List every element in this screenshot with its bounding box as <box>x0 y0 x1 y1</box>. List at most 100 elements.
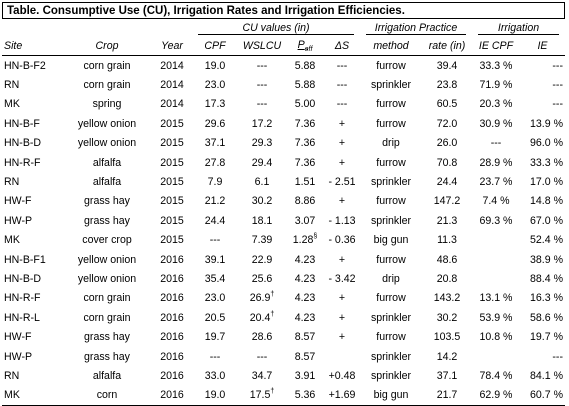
cell-rate: 39.4 <box>436 59 458 72</box>
cell-site: HN-B-D <box>4 272 42 285</box>
table-row: HN-B-F2 corn grain 2014 19.0 --- 5.88 --- furro… <box>2 56 565 76</box>
cell-ie-cpf: 33.3 % <box>479 59 513 72</box>
cell-peff: 7.36 <box>294 156 316 169</box>
cell-site: HW-F <box>4 331 32 344</box>
cell-year: 2016 <box>160 331 184 344</box>
col-header-method: method <box>360 37 422 56</box>
table-caption: Table. Consumptive Use (CU), Irrigation … <box>2 2 565 18</box>
cell-ds: - 3.42 <box>328 272 356 285</box>
cell-crop: yellow onion <box>77 117 137 130</box>
col-header-cpf: CPF <box>192 37 238 56</box>
cell-site: HN-R-F <box>4 156 41 169</box>
cell-rate: 48.6 <box>436 253 458 266</box>
cell-wslcu: 29.4 <box>251 156 273 169</box>
cell-ds: + <box>338 292 346 305</box>
cell-ie-cpf: 53.9 % <box>479 311 513 324</box>
cell-cpf: 35.4 <box>204 272 226 285</box>
cell-crop: corn grain <box>83 59 131 72</box>
col-header-ie: IE <box>520 37 565 56</box>
cell-method: drip <box>382 137 400 150</box>
cell-rate: 21.7 <box>436 389 458 402</box>
cell-peff: 7.36 <box>294 117 316 130</box>
group-irrigation-practice: Irrigation Practice <box>360 19 472 38</box>
cell-crop: cover crop <box>82 234 132 247</box>
cell-wslcu: 17.5† <box>249 388 275 402</box>
cell-crop: yellow onion <box>77 272 137 285</box>
table-row: HN-R-F alfalfa 2015 27.8 29.4 7.36 + furrow 70.8… <box>2 153 565 172</box>
cell-rate: 24.4 <box>436 176 458 189</box>
cell-site: RN <box>4 176 20 189</box>
table-row: RN alfalfa 2015 7.9 6.1 1.51 - 2.51 sprinkler 24… <box>2 172 565 191</box>
cell-ie: 17.0 % <box>530 176 563 189</box>
cell-year: 2014 <box>160 59 184 72</box>
cell-rate: 37.1 <box>436 369 458 382</box>
cell-ds: + <box>338 331 346 344</box>
cell-year: 2016 <box>160 369 184 382</box>
cell-method: furrow <box>376 98 406 111</box>
cell-year: 2016 <box>160 311 184 324</box>
cell-ds: +1.69 <box>328 389 356 402</box>
cell-site: MK <box>4 389 20 402</box>
cell-peff: 3.91 <box>294 369 316 382</box>
group-cu-values: CU values (in) <box>192 19 360 38</box>
col-header-crop: Crop <box>62 37 152 56</box>
cell-crop: alfalfa <box>92 156 122 169</box>
cell-year: 2014 <box>160 79 184 92</box>
cell-year: 2016 <box>160 350 184 363</box>
cell-ds: + <box>338 253 346 266</box>
cell-ie-cpf: 30.9 % <box>479 117 513 130</box>
cell-ie-cpf <box>472 250 520 269</box>
cell-ds: + <box>338 117 346 130</box>
cell-ie: 13.9 % <box>530 117 563 130</box>
cell-ie-cpf: 69.3 % <box>479 214 513 227</box>
cell-crop: corn grain <box>83 79 131 92</box>
table-row: MK spring 2014 17.3 --- 5.00 --- furrow 60.5 20.3… <box>2 95 565 114</box>
cell-cpf: 23.0 <box>204 79 226 92</box>
cell-rate: 60.5 <box>436 98 458 111</box>
cell-cpf: 39.1 <box>204 253 226 266</box>
cell-rate: 21.3 <box>436 214 458 227</box>
cell-crop: yellow onion <box>77 253 137 266</box>
footnote-marker: § <box>313 233 318 241</box>
cell-method: furrow <box>376 59 406 72</box>
cell-cpf: 7.9 <box>207 176 223 189</box>
cell-crop: grass hay <box>84 214 130 227</box>
cell-cpf: 17.3 <box>204 98 226 111</box>
cell-ds: + <box>338 137 346 150</box>
cell-ie-cpf: 71.9 % <box>479 79 513 92</box>
cell-ie-cpf: 62.9 % <box>479 389 513 402</box>
cell-ie-cpf <box>472 269 520 288</box>
cell-ie: --- <box>552 59 563 72</box>
cell-site: MK <box>4 98 20 111</box>
cell-wslcu: 30.2 <box>251 195 273 208</box>
cell-site: HN-B-F <box>4 117 40 130</box>
cell-site: HN-B-D <box>4 137 42 150</box>
cell-ie-cpf: 7.4 % <box>482 195 510 208</box>
cell-rate: 30.2 <box>436 311 458 324</box>
cell-wslcu: 29.3 <box>251 137 273 150</box>
cell-wslcu: --- <box>256 59 268 72</box>
cell-method: furrow <box>376 331 406 344</box>
cell-rate: 143.2 <box>433 292 461 305</box>
cell-method: sprinkler <box>370 176 412 189</box>
data-table: CU values (in) Irrigation Practice Irrig… <box>2 18 565 406</box>
cell-ie-cpf: 78.4 % <box>479 369 513 382</box>
cell-method: big gun <box>373 389 409 402</box>
cell-ie: 96.0 % <box>530 137 563 150</box>
cell-crop: corn <box>96 389 118 402</box>
table-row: HN-B-F1 yellow onion 2016 39.1 22.9 4.23 + furr… <box>2 250 565 269</box>
cell-cpf: 33.0 <box>204 369 226 382</box>
cell-year: 2016 <box>160 253 184 266</box>
table-row: HN-B-F yellow onion 2015 29.6 17.2 7.36 + furro… <box>2 114 565 133</box>
col-header-year: Year <box>152 37 192 56</box>
cell-crop: alfalfa <box>92 369 122 382</box>
table-row: HN-B-D yellow onion 2016 35.4 25.6 4.23 - 3.42… <box>2 269 565 288</box>
cell-cpf: 24.4 <box>204 214 226 227</box>
cell-ie: 33.3 % <box>530 156 563 169</box>
col-header-delta-s: ΔS <box>324 37 360 56</box>
cell-peff: 8.57 <box>294 350 316 363</box>
cell-year: 2015 <box>160 117 184 130</box>
table-row: HW-F grass hay 2016 19.7 28.6 8.57 + furrow 103.… <box>2 327 565 346</box>
cell-ds: - 2.51 <box>328 176 356 189</box>
